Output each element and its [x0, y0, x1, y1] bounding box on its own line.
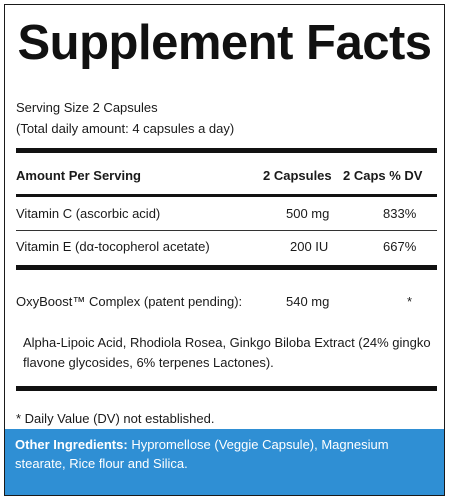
header-divider	[16, 194, 437, 197]
nutrient-name: Vitamin E (dα-tocopherol acetate)	[16, 239, 210, 254]
thick-divider	[16, 386, 437, 391]
supplement-facts-label: Supplement Facts Serving Size 2 Capsules…	[4, 4, 445, 496]
nutrient-dv: 833%	[383, 206, 417, 221]
nutrient-amount: 500 mg	[286, 206, 330, 221]
header-daily-value: 2 Caps % DV	[343, 168, 423, 183]
daily-amount: (Total daily amount: 4 capsules a day)	[16, 121, 235, 136]
row-divider	[16, 230, 437, 231]
blend-name: OxyBoost™ Complex (patent pending):	[16, 294, 243, 309]
nutrient-dv: 667%	[383, 239, 417, 254]
thick-divider	[16, 148, 437, 153]
footnote: * Daily Value (DV) not established.	[16, 411, 215, 426]
other-ingredients-text: Hypromellose (Veggie Capsule), Magnesium…	[15, 437, 389, 471]
blend-amount: 540 mg	[286, 294, 330, 309]
other-ingredients: Other Ingredients: Hypromellose (Veggie …	[5, 429, 444, 495]
header-capsules: 2 Capsules	[263, 168, 332, 183]
nutrient-name: Vitamin C (ascorbic acid)	[16, 206, 161, 221]
serving-size: Serving Size 2 Capsules	[16, 100, 158, 115]
header-amount-per-serving: Amount Per Serving	[16, 168, 141, 183]
blend-description: Alpha-Lipoic Acid, Rhodiola Rosea, Ginkg…	[23, 335, 431, 370]
thick-divider	[16, 265, 437, 270]
other-ingredients-label: Other Ingredients:	[15, 437, 128, 452]
nutrient-amount: 200 IU	[290, 239, 329, 254]
blend-dv: *	[407, 294, 413, 309]
panel-title: Supplement Facts	[17, 16, 432, 70]
